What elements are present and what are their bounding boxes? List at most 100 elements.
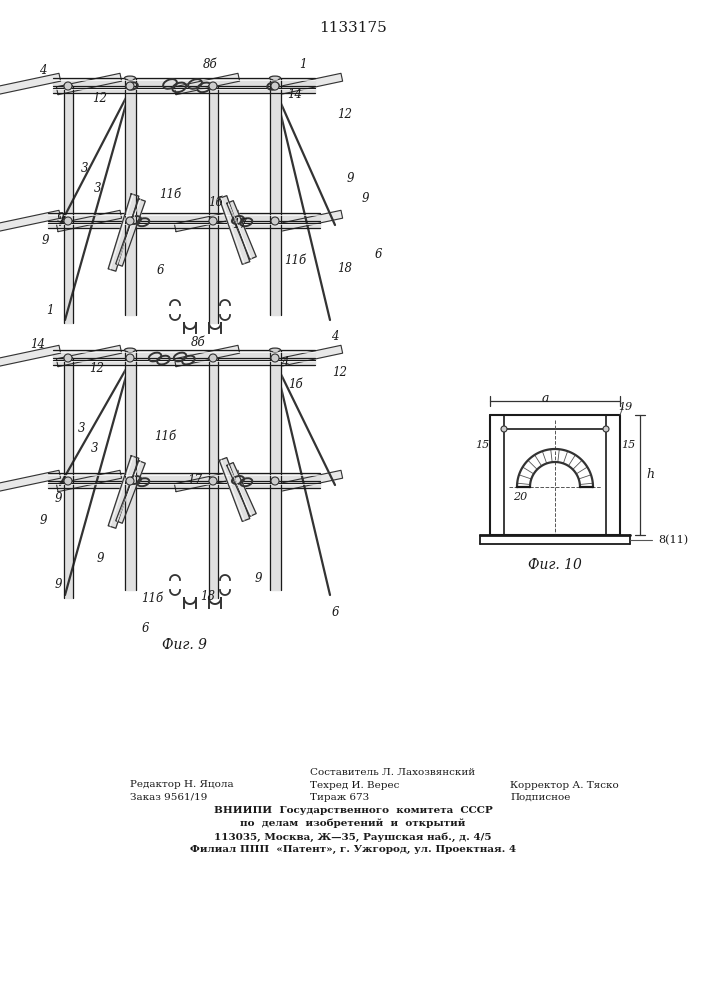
Text: 4: 4: [281, 356, 288, 368]
Ellipse shape: [209, 84, 218, 88]
Text: 1б: 1б: [288, 378, 303, 391]
Polygon shape: [209, 86, 218, 323]
Text: 113035, Москва, Ж—35, Раушская наб., д. 4/5: 113035, Москва, Ж—35, Раушская наб., д. …: [214, 832, 492, 842]
Polygon shape: [116, 199, 146, 266]
Polygon shape: [48, 473, 320, 481]
Polygon shape: [108, 456, 139, 528]
Circle shape: [126, 217, 134, 225]
Polygon shape: [124, 78, 136, 315]
Text: Фиг. 9: Фиг. 9: [163, 638, 207, 652]
Circle shape: [271, 477, 279, 485]
Circle shape: [209, 217, 217, 225]
Text: 14: 14: [30, 338, 45, 352]
Text: 6: 6: [141, 621, 148, 635]
Text: Тираж 673: Тираж 673: [310, 793, 369, 802]
Text: 1: 1: [46, 304, 54, 316]
Polygon shape: [48, 213, 320, 221]
Text: 11б: 11б: [154, 430, 176, 444]
Circle shape: [126, 477, 134, 485]
Polygon shape: [124, 350, 136, 590]
Text: 9: 9: [40, 514, 47, 526]
Circle shape: [64, 217, 72, 225]
Text: 9: 9: [41, 233, 49, 246]
Text: Редактор Н. Яцола: Редактор Н. Яцола: [130, 780, 233, 789]
Text: 8б: 8б: [191, 336, 205, 349]
Circle shape: [209, 354, 217, 362]
Polygon shape: [57, 345, 122, 367]
Ellipse shape: [124, 348, 136, 352]
Ellipse shape: [269, 348, 281, 352]
Polygon shape: [219, 458, 250, 521]
Text: a: a: [542, 392, 549, 406]
Text: 12: 12: [90, 361, 105, 374]
Text: 9: 9: [54, 578, 62, 591]
Text: 8(11): 8(11): [658, 535, 688, 545]
Polygon shape: [64, 358, 73, 598]
Text: 4: 4: [40, 64, 47, 77]
Text: 3: 3: [91, 442, 99, 454]
Text: 11б: 11б: [141, 591, 163, 604]
Polygon shape: [269, 350, 281, 590]
Polygon shape: [0, 345, 61, 367]
Polygon shape: [175, 345, 240, 367]
Circle shape: [64, 354, 72, 362]
Text: 9: 9: [361, 192, 369, 205]
Text: 18: 18: [337, 261, 353, 274]
Polygon shape: [277, 210, 343, 232]
Circle shape: [126, 82, 134, 90]
Ellipse shape: [209, 356, 218, 360]
Text: 9: 9: [54, 491, 62, 504]
Polygon shape: [0, 470, 61, 492]
Polygon shape: [277, 470, 343, 492]
Text: 17: 17: [187, 474, 202, 487]
Polygon shape: [175, 210, 240, 232]
Circle shape: [64, 82, 72, 90]
Text: Подписное: Подписное: [510, 793, 571, 802]
Text: h: h: [646, 468, 654, 482]
Text: 14: 14: [288, 89, 303, 102]
Polygon shape: [53, 360, 315, 364]
Text: Филиал ППП  «Патент», г. Ужгород, ул. Проектная. 4: Филиал ППП «Патент», г. Ужгород, ул. Про…: [190, 845, 516, 854]
Polygon shape: [0, 210, 61, 232]
Text: 15: 15: [621, 440, 635, 450]
Text: Фиг. 10: Фиг. 10: [528, 558, 582, 572]
Polygon shape: [64, 86, 73, 323]
Polygon shape: [277, 345, 343, 367]
Text: 9: 9: [255, 572, 262, 584]
Text: 9: 9: [96, 552, 104, 564]
Text: Составитель Л. Лахозвянский: Составитель Л. Лахозвянский: [310, 768, 475, 777]
Text: 15: 15: [475, 440, 489, 450]
Circle shape: [501, 426, 507, 432]
Text: Заказ 9561/19: Заказ 9561/19: [130, 793, 207, 802]
Text: 3: 3: [78, 422, 86, 434]
Polygon shape: [277, 73, 343, 95]
Polygon shape: [53, 350, 315, 358]
Text: 18: 18: [201, 590, 216, 603]
Text: Корректор А. Тяско: Корректор А. Тяско: [510, 781, 619, 790]
Text: 12: 12: [332, 365, 348, 378]
Ellipse shape: [64, 84, 73, 88]
Polygon shape: [219, 196, 250, 264]
Polygon shape: [48, 483, 320, 488]
Polygon shape: [53, 78, 315, 86]
Text: 1б: 1б: [208, 196, 222, 209]
Text: 6: 6: [332, 605, 339, 618]
Polygon shape: [57, 210, 122, 232]
Polygon shape: [0, 73, 61, 95]
Circle shape: [209, 477, 217, 485]
Circle shape: [64, 477, 72, 485]
Text: по  делам  изобретений  и  открытий: по делам изобретений и открытий: [240, 819, 466, 828]
Text: 4: 4: [332, 330, 339, 344]
Polygon shape: [175, 470, 240, 492]
Circle shape: [126, 354, 134, 362]
Text: 1133175: 1133175: [319, 21, 387, 35]
Circle shape: [271, 82, 279, 90]
Polygon shape: [57, 470, 122, 492]
Text: 9: 9: [57, 212, 64, 225]
Polygon shape: [227, 463, 256, 516]
Text: ВНИИПИ  Государственного  комитета  СССР: ВНИИПИ Государственного комитета СССР: [214, 806, 492, 815]
Text: 6: 6: [374, 248, 382, 261]
Polygon shape: [269, 78, 281, 315]
Text: 3: 3: [81, 161, 89, 174]
Polygon shape: [108, 194, 139, 271]
